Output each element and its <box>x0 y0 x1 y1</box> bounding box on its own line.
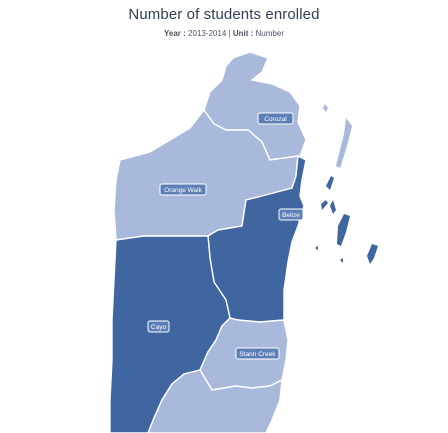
caye-ambergris <box>336 118 352 168</box>
caye-lighthouse-reef <box>367 244 378 264</box>
svg-text:Cayo: Cayo <box>151 324 167 331</box>
svg-text:Stann Creek: Stann Creek <box>239 351 276 358</box>
svg-text:Belize: Belize <box>282 212 300 219</box>
caye-small-2 <box>321 200 328 210</box>
year-label: Year : <box>164 29 186 38</box>
caye-small-1 <box>326 176 334 190</box>
label-cayo: Cayo <box>147 320 170 333</box>
label-orange-walk: Orange Walk <box>159 183 207 196</box>
map-subtitle: Year : 2013-2014 | Unit : Number <box>0 29 448 38</box>
caye-tiny-1 <box>315 246 318 250</box>
label-corozal: Corozal <box>257 112 294 125</box>
caye-tiny-2 <box>340 258 343 263</box>
map-title: Number of students enrolled <box>128 6 320 23</box>
caye-north-sliver <box>323 104 328 112</box>
unit-label: Unit : <box>232 29 254 38</box>
unit-value: Number <box>255 29 284 38</box>
year-value: 2013-2014 <box>188 29 227 38</box>
label-stann-creek: Stann Creek <box>235 347 280 360</box>
district-corozal[interactable] <box>203 51 307 161</box>
caye-small-3 <box>330 200 336 214</box>
svg-text:Orange Walk: Orange Walk <box>164 187 202 194</box>
district-toledo[interactable] <box>147 369 283 433</box>
subtitle-separator: | <box>228 29 231 38</box>
label-belize: Belize <box>278 208 304 221</box>
caye-turneffe <box>337 214 350 246</box>
svg-text:Corozal: Corozal <box>264 116 287 123</box>
